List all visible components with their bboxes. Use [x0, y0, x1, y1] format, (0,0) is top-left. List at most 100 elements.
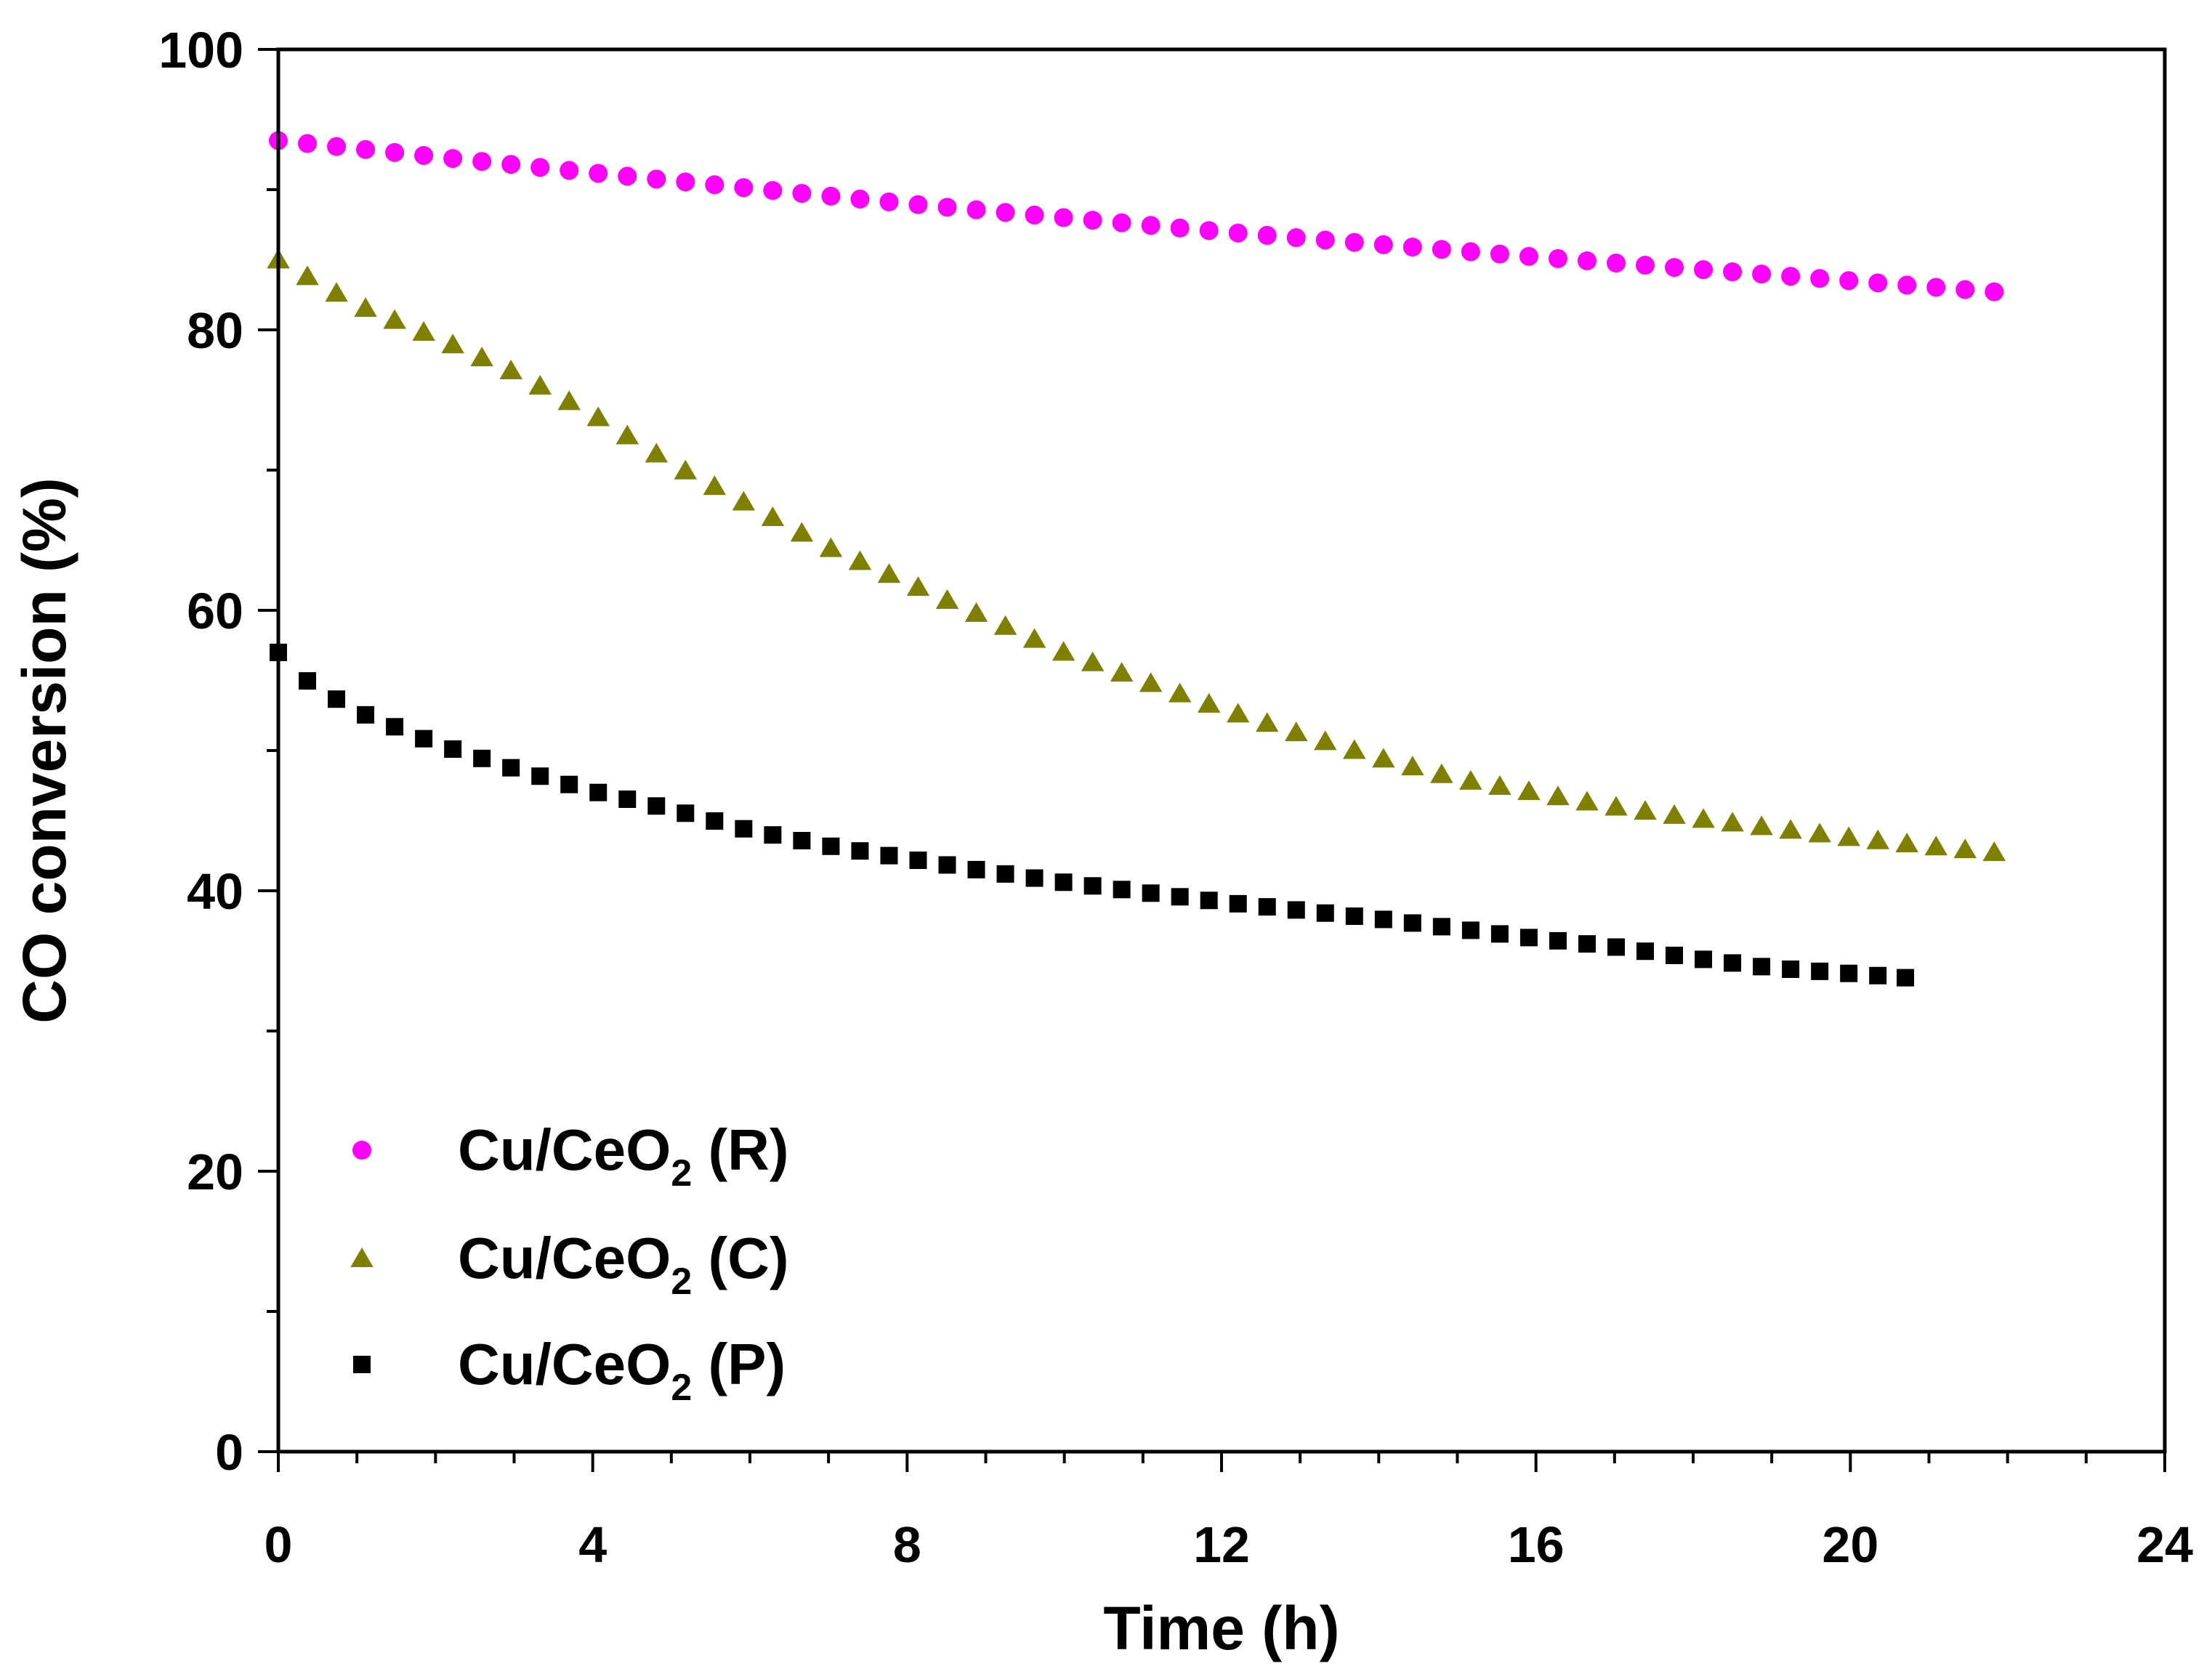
- data-point: [1142, 884, 1160, 902]
- legend-item: Cu/CeO2 (C): [350, 1226, 789, 1303]
- data-point: [909, 852, 927, 870]
- data-point: [761, 506, 785, 527]
- data-point: [1868, 273, 1888, 293]
- data-layer: [267, 131, 2006, 987]
- data-point: [735, 820, 753, 838]
- data-point: [1257, 225, 1277, 245]
- legend-marker: [353, 1356, 371, 1373]
- x-axis-label: Time (h): [1103, 1594, 1339, 1662]
- data-point: [1314, 730, 1337, 751]
- data-point: [443, 149, 463, 169]
- data-point: [412, 320, 435, 341]
- data-point: [473, 749, 491, 767]
- data-point: [1578, 935, 1596, 953]
- x-tick-label: 8: [893, 1516, 921, 1573]
- data-point: [1607, 938, 1625, 956]
- data-point: [1869, 966, 1887, 984]
- data-point: [1461, 921, 1480, 939]
- data-point: [415, 729, 433, 748]
- data-point: [1171, 888, 1189, 906]
- data-point: [1866, 829, 1889, 849]
- data-point: [1752, 264, 1772, 284]
- data-point: [966, 200, 986, 219]
- data-point: [1666, 946, 1684, 964]
- data-point: [880, 846, 898, 865]
- data-point: [1577, 251, 1597, 270]
- data-point: [296, 265, 319, 286]
- legend-marker: [350, 1248, 374, 1267]
- data-point: [1432, 240, 1451, 259]
- data-point: [793, 832, 811, 850]
- data-point: [645, 442, 669, 463]
- data-point: [298, 134, 318, 153]
- data-point: [1810, 269, 1830, 288]
- data-point: [1345, 907, 1363, 926]
- data-point: [618, 790, 637, 809]
- x-tick-label: 20: [1822, 1516, 1878, 1573]
- data-point: [1546, 785, 1570, 806]
- data-point: [1228, 223, 1248, 243]
- data-point: [734, 178, 754, 198]
- data-point: [732, 490, 756, 511]
- legend-label: Cu/CeO2 (C): [458, 1226, 789, 1303]
- data-point: [1025, 869, 1044, 887]
- series-square: [270, 643, 1915, 987]
- data-point: [1897, 275, 1917, 295]
- data-point: [1519, 929, 1538, 947]
- y-tick-label: 40: [187, 863, 243, 920]
- data-point: [615, 424, 639, 445]
- data-point: [937, 198, 957, 217]
- data-point: [1054, 208, 1073, 227]
- data-point: [1779, 819, 1802, 839]
- data-point: [1402, 238, 1422, 257]
- data-point: [1808, 822, 1831, 843]
- data-point: [327, 137, 347, 156]
- data-point: [1665, 258, 1684, 278]
- data-point: [1141, 216, 1161, 235]
- data-point: [674, 459, 698, 480]
- data-point: [1430, 763, 1453, 783]
- data-point: [470, 347, 493, 367]
- data-point: [938, 856, 956, 874]
- data-point: [1724, 954, 1742, 972]
- x-tick-label: 24: [2136, 1516, 2193, 1573]
- data-point: [1197, 692, 1221, 713]
- data-point: [1955, 280, 1975, 299]
- data-point: [1636, 942, 1655, 961]
- data-point: [1226, 703, 1250, 723]
- data-point: [589, 163, 608, 183]
- data-point: [1753, 958, 1771, 976]
- data-point: [1432, 918, 1450, 936]
- data-point: [1548, 248, 1567, 268]
- data-point: [1112, 213, 1131, 232]
- data-point: [1372, 748, 1395, 768]
- data-point: [589, 783, 608, 801]
- data-point: [1022, 628, 1046, 648]
- data-point: [967, 860, 985, 878]
- data-point: [850, 189, 870, 209]
- data-point: [1663, 804, 1686, 824]
- data-point: [1139, 672, 1163, 692]
- y-tick-label: 60: [187, 583, 243, 639]
- data-point: [1634, 800, 1657, 820]
- data-point: [1255, 712, 1279, 732]
- data-point: [1286, 228, 1306, 248]
- data-point: [676, 172, 695, 192]
- x-tick-label: 12: [1193, 1516, 1250, 1573]
- data-point: [879, 192, 899, 211]
- data-point: [764, 826, 782, 844]
- data-point: [821, 187, 841, 206]
- legend-item: Cu/CeO2 (R): [352, 1117, 789, 1194]
- data-point: [531, 767, 549, 785]
- data-point: [705, 175, 724, 195]
- legend-label: Cu/CeO2 (R): [458, 1117, 789, 1194]
- data-point: [1051, 641, 1075, 661]
- y-tick-label: 100: [158, 22, 243, 78]
- data-point: [1168, 682, 1192, 703]
- data-point: [1287, 901, 1305, 919]
- data-point: [792, 184, 812, 203]
- data-point: [1985, 282, 2004, 302]
- data-point: [1403, 914, 1421, 932]
- data-point: [877, 563, 901, 583]
